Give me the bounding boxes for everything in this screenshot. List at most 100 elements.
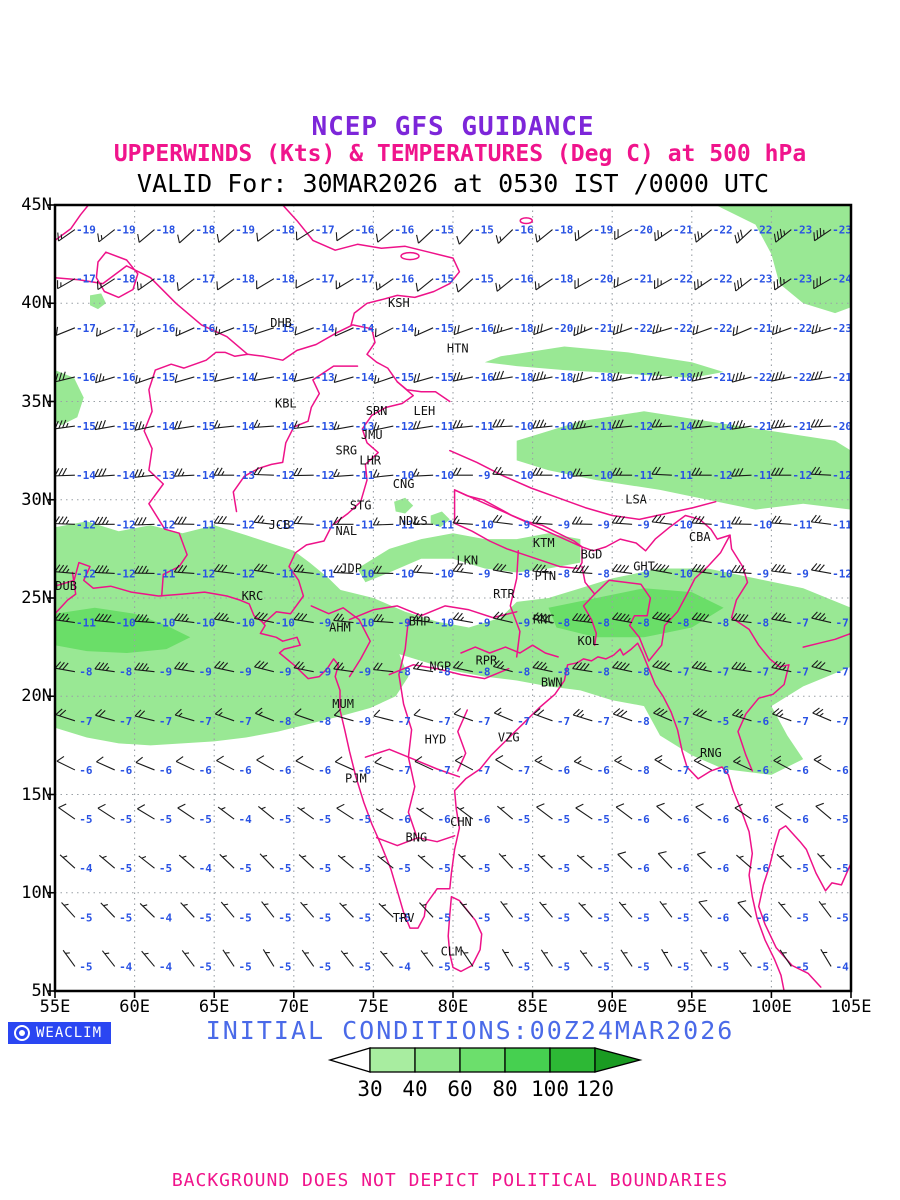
svg-text:-5: -5 <box>557 813 570 826</box>
svg-text:-7: -7 <box>477 715 490 728</box>
svg-text:-14: -14 <box>156 420 176 433</box>
svg-text:-15: -15 <box>156 371 176 384</box>
station-label-clm: CLM <box>441 945 463 959</box>
svg-text:-22: -22 <box>673 273 693 286</box>
svg-text:-12: -12 <box>76 567 96 580</box>
svg-text:-10: -10 <box>593 469 613 482</box>
svg-text:-16: -16 <box>355 224 375 237</box>
svg-text:-4: -4 <box>119 960 133 973</box>
svg-text:-9: -9 <box>358 666 371 679</box>
svg-text:-5: -5 <box>517 862 530 875</box>
svg-text:-15: -15 <box>434 273 454 286</box>
svg-text:-15: -15 <box>76 420 96 433</box>
svg-text:-10: -10 <box>474 518 494 531</box>
svg-text:-5: -5 <box>238 911 251 924</box>
station-label-pjm: PJM <box>345 772 367 786</box>
svg-text:-6: -6 <box>597 764 611 777</box>
svg-text:-11: -11 <box>633 469 653 482</box>
svg-text:-11: -11 <box>275 567 295 580</box>
svg-text:-10: -10 <box>753 518 773 531</box>
svg-text:-5: -5 <box>199 960 212 973</box>
svg-text:-13: -13 <box>156 469 176 482</box>
svg-text:-5: -5 <box>716 960 729 973</box>
svg-text:-5: -5 <box>517 960 530 973</box>
svg-text:-11: -11 <box>315 518 335 531</box>
svg-text:-5: -5 <box>636 911 649 924</box>
coastlines-boundaries <box>55 205 851 991</box>
svg-text:-13: -13 <box>315 420 335 433</box>
svg-text:-5: -5 <box>437 862 450 875</box>
svg-text:-21: -21 <box>792 420 812 433</box>
svg-text:-6: -6 <box>716 764 730 777</box>
svg-text:-6: -6 <box>756 715 770 728</box>
svg-text:-6: -6 <box>398 813 412 826</box>
station-label-rnc: RNC <box>533 612 555 626</box>
station-label-mum: MUM <box>332 697 354 711</box>
svg-text:-20: -20 <box>633 224 653 237</box>
station-label-bhp: BHP <box>409 614 431 628</box>
svg-text:-11: -11 <box>832 518 852 531</box>
svg-text:-5: -5 <box>597 813 610 826</box>
svg-text:-9: -9 <box>636 567 649 580</box>
svg-text:-5: -5 <box>636 960 649 973</box>
svg-text:-7: -7 <box>398 715 411 728</box>
svg-text:-4: -4 <box>79 862 93 875</box>
svg-text:-12: -12 <box>116 567 136 580</box>
svg-text:-15: -15 <box>235 322 255 335</box>
svg-text:-17: -17 <box>633 371 653 384</box>
svg-text:-21: -21 <box>832 371 852 384</box>
svg-text:-10: -10 <box>673 518 693 531</box>
station-label-rpr: RPR <box>476 654 498 668</box>
svg-text:-9: -9 <box>477 567 490 580</box>
station-label-kol: KOL <box>577 634 599 648</box>
svg-text:-16: -16 <box>474 322 494 335</box>
svg-text:-10: -10 <box>156 617 176 630</box>
svg-text:-7: -7 <box>835 715 848 728</box>
svg-text:-6: -6 <box>835 764 849 777</box>
svg-text:-11: -11 <box>315 567 335 580</box>
svg-text:-14: -14 <box>355 322 375 335</box>
svg-text:-8: -8 <box>597 567 610 580</box>
svg-text:-5: -5 <box>358 960 371 973</box>
station-label-ght: GHT <box>633 559 655 573</box>
svg-text:-4: -4 <box>159 911 173 924</box>
svg-text:-21: -21 <box>673 224 693 237</box>
svg-text:-5: -5 <box>318 911 331 924</box>
station-label-bwn: BWN <box>541 675 563 689</box>
wind-speed-legend: 30 40 60 80 100 120 <box>327 1047 643 1101</box>
valid-time-title: VALID For: 30MAR2026 at 0530 IST /0000 U… <box>136 169 770 198</box>
svg-text:-23: -23 <box>792 273 812 286</box>
svg-text:-18: -18 <box>275 224 295 237</box>
svg-text:-8: -8 <box>636 617 649 630</box>
svg-text:-19: -19 <box>76 224 96 237</box>
svg-text:-9: -9 <box>796 567 809 580</box>
svg-text:-13: -13 <box>355 420 375 433</box>
svg-text:-9: -9 <box>517 518 530 531</box>
svg-text:-7: -7 <box>835 666 848 679</box>
svg-text:-15: -15 <box>474 273 494 286</box>
svg-text:-10: -10 <box>434 567 454 580</box>
svg-text:-8: -8 <box>557 567 570 580</box>
svg-text:-14: -14 <box>195 469 215 482</box>
station-label-stg: STG <box>350 499 372 513</box>
svg-text:-18: -18 <box>275 273 295 286</box>
svg-text:-5: -5 <box>79 960 92 973</box>
svg-text:-15: -15 <box>394 371 414 384</box>
legend-tick-30: 30 <box>357 1077 382 1101</box>
svg-text:-9: -9 <box>159 666 172 679</box>
svg-text:-13: -13 <box>235 469 255 482</box>
svg-text:-5: -5 <box>159 862 172 875</box>
station-label-srg: SRG <box>335 443 357 457</box>
lon-tick-55E: 55E <box>39 997 71 1017</box>
graticule <box>55 205 851 991</box>
svg-text:-9: -9 <box>756 567 769 580</box>
lon-tick-75E: 75E <box>358 997 389 1017</box>
svg-text:-7: -7 <box>597 715 610 728</box>
station-label-hyd: HYD <box>425 732 447 746</box>
svg-text:-14: -14 <box>713 420 733 433</box>
svg-text:-16: -16 <box>195 322 215 335</box>
svg-text:-22: -22 <box>673 322 693 335</box>
svg-text:-20: -20 <box>593 273 613 286</box>
svg-text:-9: -9 <box>358 715 371 728</box>
svg-text:-12: -12 <box>792 469 812 482</box>
